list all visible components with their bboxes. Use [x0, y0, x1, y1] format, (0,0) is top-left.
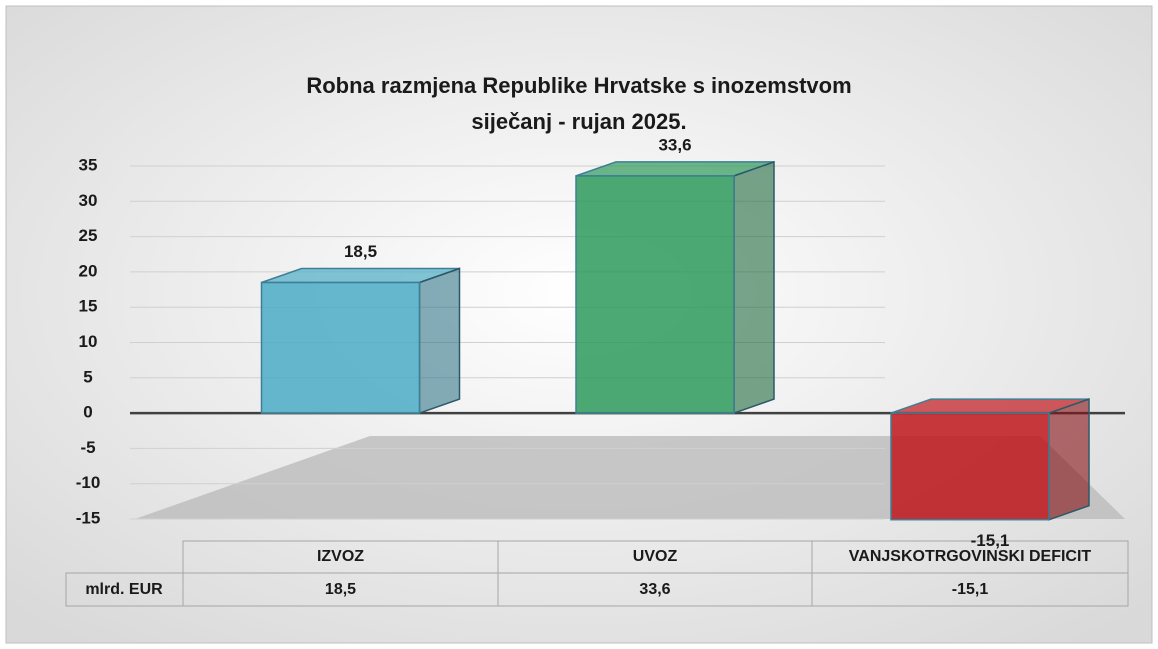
y-tick-label: -5 — [80, 438, 95, 457]
bar-side — [418, 267, 461, 415]
series-name: mlrd. EUR — [85, 581, 163, 598]
table-value: -15,1 — [952, 581, 989, 598]
floor — [135, 436, 1125, 519]
table-border — [65, 572, 1129, 607]
data-table: mlrd. EUR — [65, 540, 1129, 607]
y-tick-label: 35 — [79, 155, 98, 174]
chart-subtitle: siječanj - rujan 2025. — [471, 109, 686, 134]
data-label: 18,5 — [344, 242, 377, 261]
chart-title: Robna razmjena Republike Hrvatske s inoz… — [306, 73, 851, 98]
bar — [260, 281, 421, 414]
bar-side — [733, 160, 775, 415]
y-tick-label: 25 — [79, 226, 98, 245]
x-tick-label: IZVOZ — [317, 548, 364, 565]
x-tick-label: UVOZ — [633, 548, 678, 565]
bar-side — [1048, 398, 1090, 521]
table-value: 33,6 — [639, 581, 670, 598]
data-label: 33,6 — [658, 135, 691, 154]
y-tick-label: -10 — [76, 473, 101, 492]
bar — [890, 412, 1050, 521]
y-tick-label: 10 — [79, 332, 98, 351]
y-tick-label: 0 — [83, 403, 92, 422]
x-tick-label: VANJSKOTRGOVINSKI DEFICIT — [849, 548, 1092, 565]
bar — [575, 175, 735, 414]
y-tick-label: 15 — [79, 297, 98, 316]
table-value: 18,5 — [325, 581, 356, 598]
y-tick-label: 20 — [79, 261, 98, 280]
y-tick-label: 30 — [79, 191, 98, 210]
data-label: -15,1 — [971, 531, 1010, 550]
y-tick-label: 5 — [83, 367, 92, 386]
y-tick-label: -15 — [76, 508, 101, 527]
